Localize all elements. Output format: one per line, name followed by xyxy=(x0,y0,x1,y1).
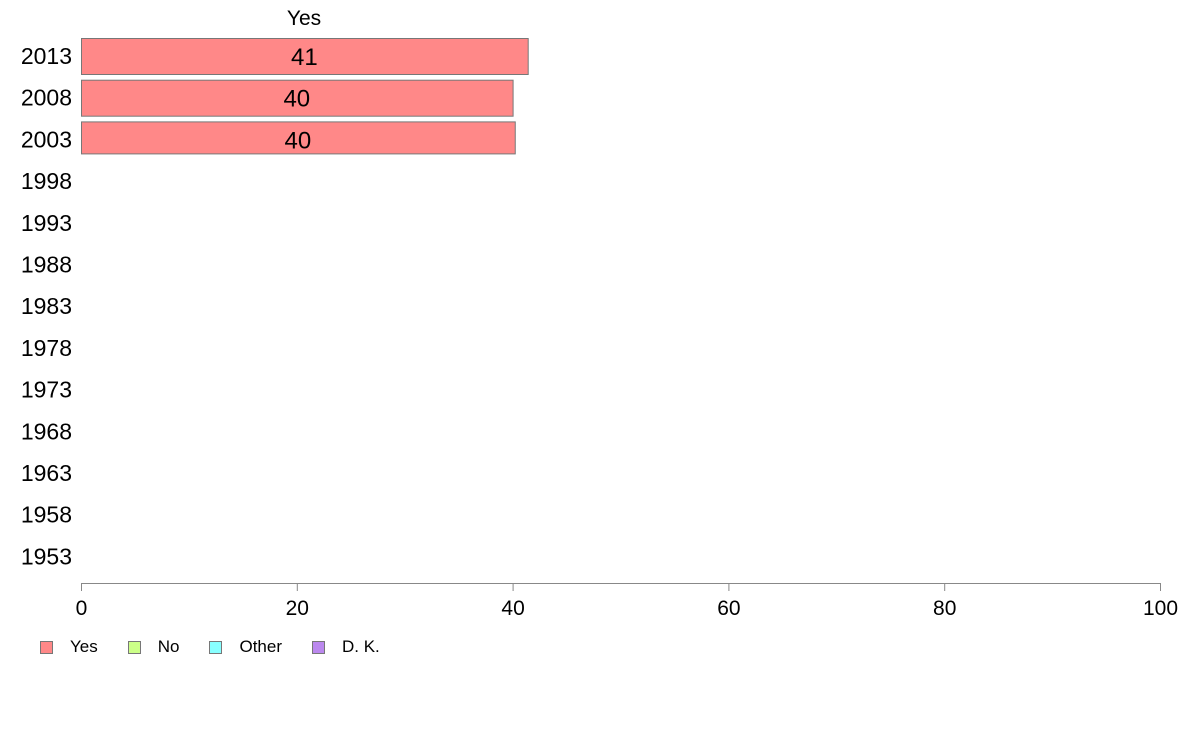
bar-value-label: 40 xyxy=(283,86,310,113)
legend-item-no: No xyxy=(127,637,180,657)
y-tick-label: 1983 xyxy=(21,293,72,319)
bar-yes-2008 xyxy=(81,79,514,117)
legend-swatch xyxy=(312,640,325,654)
bar-yes-2013 xyxy=(81,38,529,75)
legend-swatch xyxy=(40,640,53,654)
y-tick-label: 1958 xyxy=(21,502,72,528)
x-tick-label: 60 xyxy=(717,597,740,620)
legend-item-other: Other xyxy=(209,637,282,657)
x-tick-label: 80 xyxy=(933,597,956,620)
y-tick-label: 2013 xyxy=(21,43,72,69)
y-tick-label: 1978 xyxy=(21,335,72,361)
x-tick-label: 100 xyxy=(1143,597,1178,620)
bar-value-label: 40 xyxy=(285,127,312,154)
legend-swatch xyxy=(209,640,223,654)
y-tick-label: 1953 xyxy=(21,543,72,569)
y-tick-label: 2003 xyxy=(21,126,72,152)
x-tick-label: 40 xyxy=(501,597,524,620)
legend-label: Other xyxy=(239,637,282,656)
legend-label: D. K. xyxy=(342,637,380,656)
chart: Yes 41 40 40 2013 2008 2003 1998 1993 1988 1983 1… xyxy=(21,7,1178,620)
legend-label: Yes xyxy=(70,637,98,656)
y-tick-label: 1968 xyxy=(21,418,72,444)
bar-value-label: 41 xyxy=(291,44,318,71)
x-tick-label: 0 xyxy=(76,597,88,620)
y-tick-label: 1993 xyxy=(21,210,72,236)
bar-yes-2003 xyxy=(81,121,516,155)
y-tick-label: 1973 xyxy=(21,377,72,403)
legend-label: No xyxy=(157,637,180,656)
y-tick-label: 2008 xyxy=(21,85,72,111)
legend: Yes No Other D. K. xyxy=(40,636,410,658)
legend-item-d-k: D. K. xyxy=(312,637,380,657)
legend-item-yes: Yes xyxy=(40,637,98,657)
legend-swatch xyxy=(127,640,141,654)
x-tick-label: 20 xyxy=(286,597,309,620)
y-tick-label: 1988 xyxy=(21,252,72,278)
y-tick-label: 1963 xyxy=(21,460,72,486)
series-header: Yes xyxy=(287,7,321,30)
y-tick-label: 1998 xyxy=(21,168,72,194)
